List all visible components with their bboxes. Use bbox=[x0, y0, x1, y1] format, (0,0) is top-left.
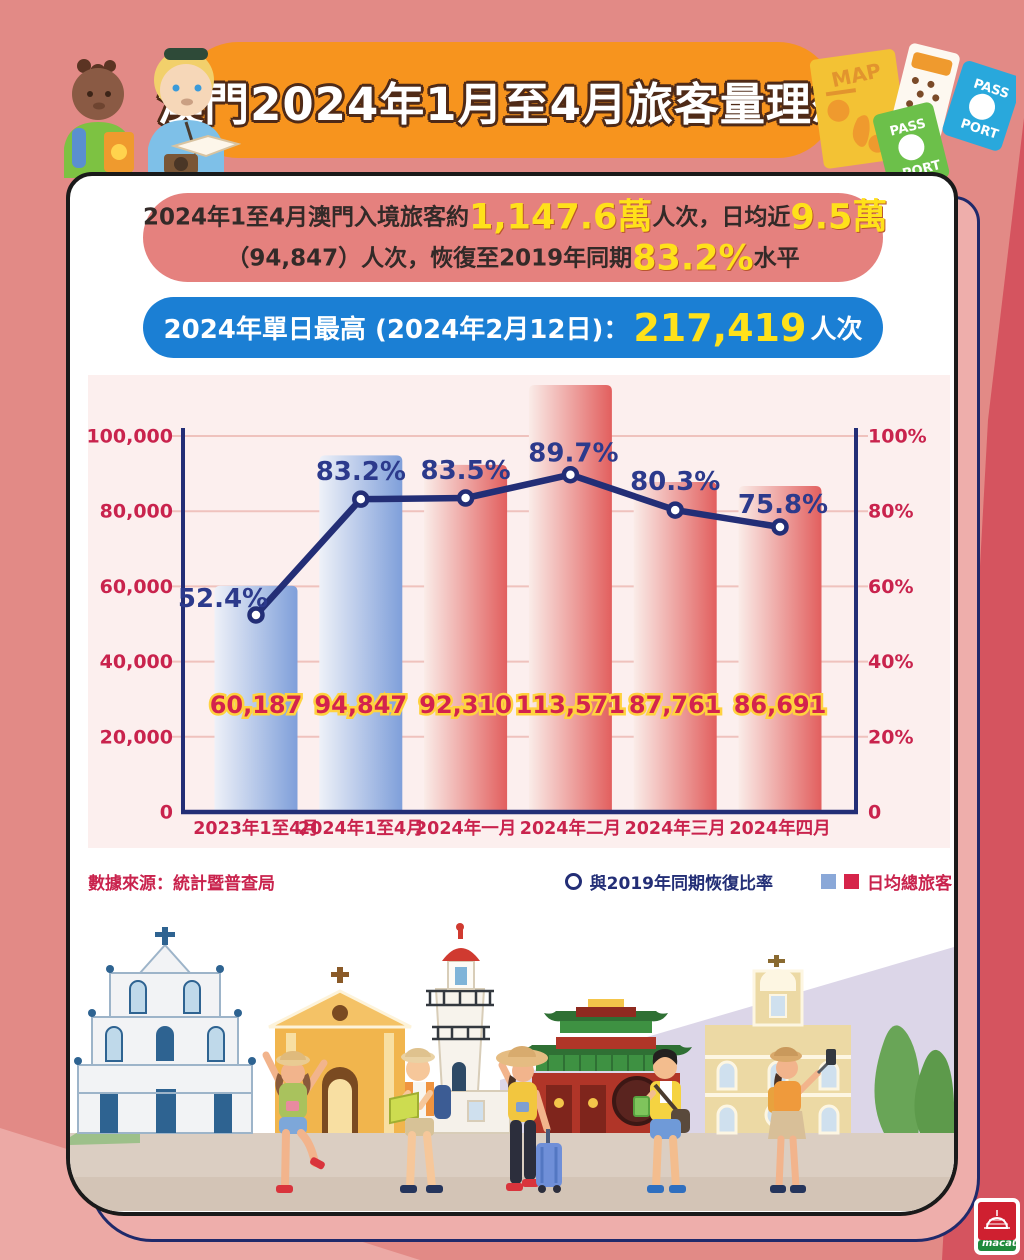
header-banner: 澳門2024年1月至4月旅客量理想 bbox=[158, 42, 857, 158]
passport-blue-icon: PASS PORT bbox=[942, 60, 1016, 151]
bar-legend-blue-swatch bbox=[821, 873, 836, 889]
tourist-hat-woman-luggage bbox=[496, 1046, 562, 1193]
axes bbox=[181, 428, 858, 815]
svg-text:2024年二月: 2024年二月 bbox=[520, 818, 621, 839]
svg-text:75.8%: 75.8% bbox=[738, 490, 828, 520]
svg-text:2024年1至4月: 2024年1至4月 bbox=[298, 818, 424, 839]
svg-text:0: 0 bbox=[868, 802, 881, 824]
tourist-selfie-woman bbox=[768, 1047, 836, 1193]
peak-unit: 人次 bbox=[810, 315, 863, 345]
line-legend-label: 與2019年同期恢復比率 bbox=[589, 873, 773, 894]
stats-text: 人次，日均近 bbox=[652, 204, 791, 231]
ruins-of-st-pauls bbox=[74, 927, 256, 1134]
bar-2024年一月 bbox=[424, 464, 508, 812]
peak-value: 217,419 bbox=[633, 305, 807, 350]
page-title: 澳門2024年1月至4月旅客量理想 bbox=[158, 77, 858, 131]
svg-text:0: 0 bbox=[160, 802, 173, 824]
bar-2023年1至4月 bbox=[214, 585, 298, 812]
svg-text:94,847: 94,847 bbox=[314, 691, 407, 719]
svg-text:20,000: 20,000 bbox=[100, 726, 173, 748]
tourists-illustration bbox=[64, 48, 241, 178]
recovery-line bbox=[252, 471, 784, 619]
chart-panel: 100,000 80,000 60,000 40,000 20,000 0 100% 80% 6… bbox=[86, 375, 950, 848]
percentage-labels: 52.4% 83.2% 83.5% 89.7% 80.3% 75.8% bbox=[178, 439, 828, 614]
svg-text:92,310: 92,310 bbox=[419, 691, 512, 719]
bar-2024年1至4月 bbox=[319, 455, 403, 812]
stats-highlight-total: 1,147.6萬 bbox=[469, 197, 653, 238]
bar-2024年四月 bbox=[738, 486, 822, 812]
tourist-left bbox=[64, 59, 134, 178]
svg-text:89.7%: 89.7% bbox=[528, 439, 618, 469]
svg-text:87,761: 87,761 bbox=[629, 691, 722, 719]
peak-day-banner: 2024年單日最高 (2024年2月12日)： 217,419 人次 bbox=[143, 297, 883, 358]
svg-text:83.2%: 83.2% bbox=[316, 457, 406, 487]
travel-items-illustration: MAP PASS PORT PASS PORT bbox=[809, 43, 1016, 184]
chart-footer: 數據來源：統計暨普查局 與2019年同期恢復比率 日均總旅客 bbox=[88, 866, 952, 896]
svg-text:60,000: 60,000 bbox=[100, 576, 173, 598]
svg-text:2024年三月: 2024年三月 bbox=[625, 818, 726, 839]
svg-text:20%: 20% bbox=[868, 726, 913, 748]
macau-logo: macau bbox=[974, 1198, 1020, 1255]
trees bbox=[874, 1025, 954, 1137]
bar-legend-red-swatch bbox=[844, 873, 859, 889]
stats-text: （94,847）人次，恢復至2019年同期 bbox=[226, 245, 633, 271]
bar-series bbox=[214, 384, 822, 812]
line-legend-marker-icon bbox=[564, 872, 582, 890]
svg-text:100,000: 100,000 bbox=[88, 426, 173, 448]
stats-line-2: （94,847）人次，恢復至2019年同期83.2%水平 bbox=[143, 238, 883, 278]
svg-text:83.5%: 83.5% bbox=[420, 456, 510, 486]
svg-text:2024年四月: 2024年四月 bbox=[729, 818, 830, 839]
svg-text:80%: 80% bbox=[868, 501, 913, 523]
peak-label: 2024年單日最高 (2024年2月12日)： bbox=[163, 315, 630, 345]
tourist-waving-woman bbox=[262, 1051, 328, 1193]
tourist-map-man bbox=[389, 1048, 451, 1193]
tourist-yellow-shirt-man bbox=[633, 1049, 690, 1193]
bar-2024年二月 bbox=[528, 384, 612, 812]
chart-legend: 與2019年同期恢復比率 日均總旅客 bbox=[564, 869, 952, 894]
svg-text:52.4%: 52.4% bbox=[178, 584, 268, 614]
stats-highlight-daily: 9.5萬 bbox=[790, 197, 888, 238]
svg-text:2024年一月: 2024年一月 bbox=[415, 818, 516, 839]
right-axis-ticks: 100% 80% 60% 40% 20% 0 bbox=[868, 426, 927, 824]
svg-text:40%: 40% bbox=[868, 651, 913, 673]
stats-banner: 2024年1至4月澳門入境旅客約1,147.6萬人次，日均近9.5萬 （94,8… bbox=[143, 193, 887, 282]
bar-2024年三月 bbox=[633, 482, 717, 812]
combo-chart: 100,000 80,000 60,000 40,000 20,000 0 100% 80% 6… bbox=[86, 384, 927, 839]
tourist-right bbox=[148, 48, 241, 178]
line-markers bbox=[247, 465, 789, 624]
macau-skyline-illustration bbox=[70, 923, 954, 1211]
svg-text:macau: macau bbox=[982, 1238, 1019, 1249]
stats-text: 水平 bbox=[753, 245, 800, 271]
stats-text: 2024年1至4月澳門入境旅客約 bbox=[143, 204, 470, 231]
content-card: 2024年1至4月澳門入境旅客約1,147.6萬人次，日均近9.5萬 （94,8… bbox=[66, 172, 958, 1216]
svg-text:86,691: 86,691 bbox=[734, 691, 827, 719]
svg-text:100%: 100% bbox=[868, 426, 927, 448]
svg-text:60%: 60% bbox=[868, 576, 913, 598]
svg-text:113,571: 113,571 bbox=[516, 691, 625, 719]
stats-highlight-recovery: 83.2% bbox=[632, 238, 754, 278]
railing-lower bbox=[432, 1025, 490, 1041]
bar-value-labels: 60,187 94,847 92,310 113,571 87,761 86,691 bbox=[207, 689, 829, 722]
svg-text:60,187: 60,187 bbox=[210, 691, 303, 719]
railing-upper bbox=[426, 989, 494, 1007]
bar-legend-label: 日均總旅客 bbox=[867, 873, 952, 894]
svg-text:80.3%: 80.3% bbox=[630, 467, 720, 497]
svg-text:80,000: 80,000 bbox=[100, 501, 173, 523]
stats-line-1: 2024年1至4月澳門入境旅客約1,147.6萬人次，日均近9.5萬 bbox=[143, 197, 887, 238]
svg-text:2023年1至4月: 2023年1至4月 bbox=[193, 818, 319, 839]
svg-text:40,000: 40,000 bbox=[100, 651, 173, 673]
left-axis-ticks: 100,000 80,000 60,000 40,000 20,000 0 bbox=[86, 426, 173, 824]
data-source-note: 數據來源：統計暨普查局 bbox=[88, 873, 275, 894]
